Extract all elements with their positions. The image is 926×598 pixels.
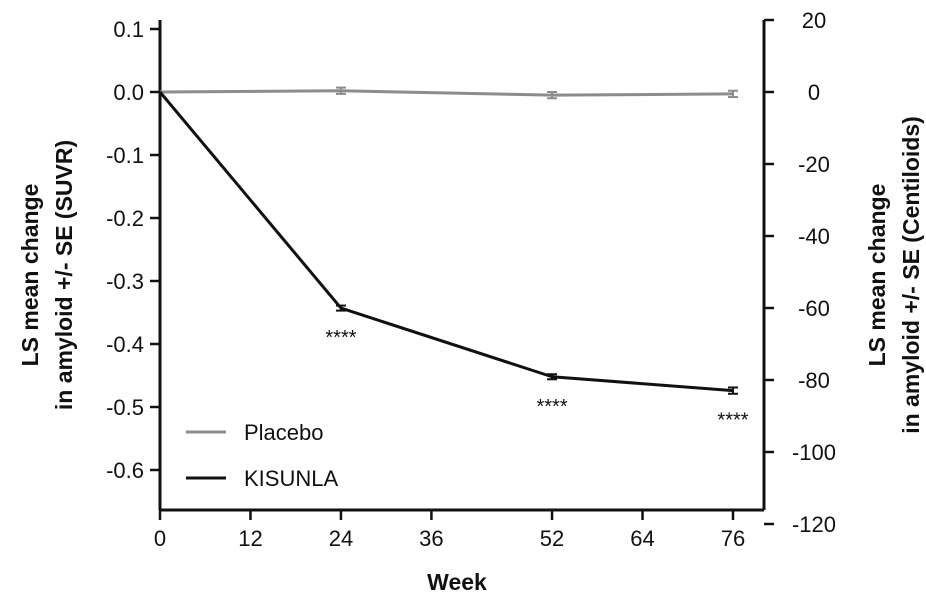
y-right-axis-title-line1: LS mean change: [864, 184, 890, 367]
axes: [158, 20, 766, 512]
legend: Placebo KISUNLA: [186, 420, 338, 491]
y-left-tick-label: 0.1: [113, 17, 144, 42]
x-tick-label: 36: [419, 526, 443, 551]
y-left-tick-label: -0.2: [106, 206, 144, 231]
x-axis-title: Week: [427, 569, 487, 595]
legend-label-kisunla: KISUNLA: [244, 466, 338, 491]
x-tick-label: 12: [238, 526, 262, 551]
x-tick-label: 52: [540, 526, 564, 551]
y-left-ticks: 0.1 0.0 -0.1 -0.2 -0.3 -0.4 -0.5 -0.6: [106, 17, 160, 483]
y-left-tick-label: -0.3: [106, 269, 144, 294]
significance-marker: ****: [717, 410, 748, 432]
y-right-tick-label: 20: [802, 8, 826, 33]
y-left-axis-title-line1: LS mean change: [17, 184, 43, 367]
series-kisunla: [158, 91, 738, 395]
y-right-ticks: 20 0 -20 -40 -60 -80 -100 -120: [764, 8, 836, 537]
x-tick-label: 0: [154, 526, 166, 551]
x-tick-label: 76: [721, 526, 745, 551]
y-left-tick-label: 0.0: [113, 80, 144, 105]
y-left-tick-label: -0.1: [106, 143, 144, 168]
x-tick-label: 64: [630, 526, 654, 551]
y-right-tick-label: -100: [792, 440, 836, 465]
y-left-axis-title-line2: in amyloid +/- SE (SUVR): [51, 140, 77, 410]
significance-marker: ****: [325, 327, 356, 349]
significance-marker: ****: [536, 396, 567, 418]
series-line-placebo: [159, 89, 734, 97]
y-left-tick-label: -0.4: [106, 332, 144, 357]
series-placebo: [159, 86, 738, 100]
y-right-tick-label: -40: [798, 224, 830, 249]
legend-label-placebo: Placebo: [244, 420, 324, 445]
series-layer: [158, 86, 738, 395]
x-ticks: 0 12 24 36 52 64 76: [154, 510, 745, 551]
y-left-tick-label: -0.5: [106, 395, 144, 420]
y-right-tick-label: -120: [792, 512, 836, 537]
y-right-tick-label: -60: [798, 296, 830, 321]
y-right-tick-label: -20: [798, 152, 830, 177]
y-left-tick-label: -0.6: [106, 458, 144, 483]
series-line-kisunla: [158, 91, 734, 393]
x-tick-label: 24: [329, 526, 353, 551]
y-right-tick-label: -80: [798, 368, 830, 393]
y-right-tick-label: 0: [808, 80, 820, 105]
significance-annotations: **** **** ****: [325, 327, 748, 432]
y-right-axis-title-line2: in amyloid +/- SE (Centiloids): [898, 116, 924, 434]
